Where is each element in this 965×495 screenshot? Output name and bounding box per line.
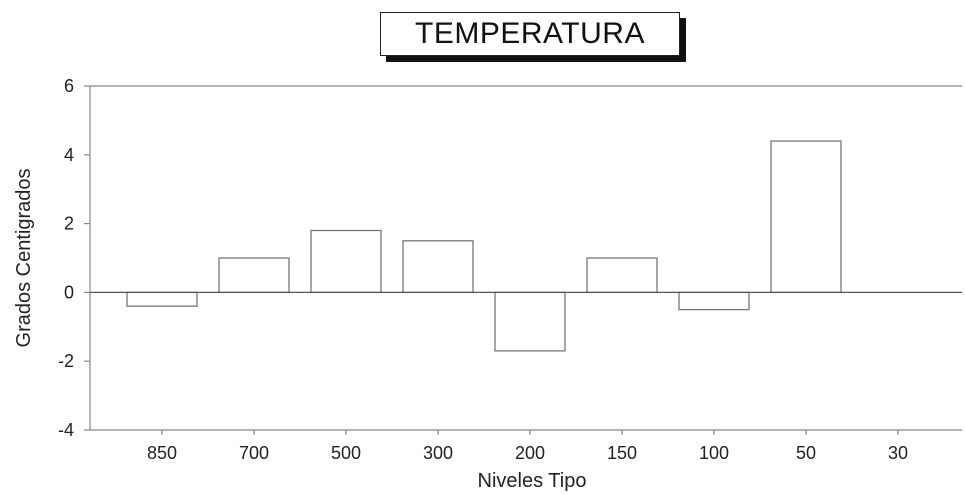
plot-frame bbox=[89, 85, 962, 431]
y-tick-label: 2 bbox=[64, 214, 74, 234]
x-tick-label: 30 bbox=[888, 443, 908, 463]
y-tick-label: 0 bbox=[64, 282, 74, 302]
bar-300 bbox=[402, 240, 474, 294]
x-tick-label: 500 bbox=[331, 443, 361, 463]
bar-100 bbox=[678, 291, 750, 311]
bar-850 bbox=[126, 291, 198, 307]
bar-500 bbox=[310, 229, 382, 294]
x-tick-label: 100 bbox=[699, 443, 729, 463]
bar-700 bbox=[218, 257, 290, 294]
x-tick-label: 200 bbox=[515, 443, 545, 463]
bars bbox=[126, 140, 842, 352]
y-tick-label: 4 bbox=[64, 145, 74, 165]
y-tick-label: -2 bbox=[58, 351, 74, 371]
x-axis-ticks: 850 700 500 300 200 150 100 50 30 bbox=[147, 430, 908, 463]
y-tick-label: -4 bbox=[58, 420, 74, 440]
bar-50 bbox=[770, 140, 842, 294]
x-tick-label: 50 bbox=[796, 443, 816, 463]
bar-150 bbox=[586, 257, 658, 294]
bar-200 bbox=[494, 291, 566, 352]
x-tick-label: 850 bbox=[147, 443, 177, 463]
chart-title: TEMPERATURA bbox=[380, 12, 680, 56]
x-tick-label: 150 bbox=[607, 443, 637, 463]
x-tick-label: 300 bbox=[423, 443, 453, 463]
x-axis-label: Niveles Tipo bbox=[478, 470, 587, 492]
y-tick-label: 6 bbox=[64, 76, 74, 96]
x-tick-label: 700 bbox=[239, 443, 269, 463]
y-axis-label: Grados Centigrados bbox=[13, 169, 35, 348]
y-axis-ticks: 6 4 2 0 -2 -4 bbox=[58, 76, 90, 440]
